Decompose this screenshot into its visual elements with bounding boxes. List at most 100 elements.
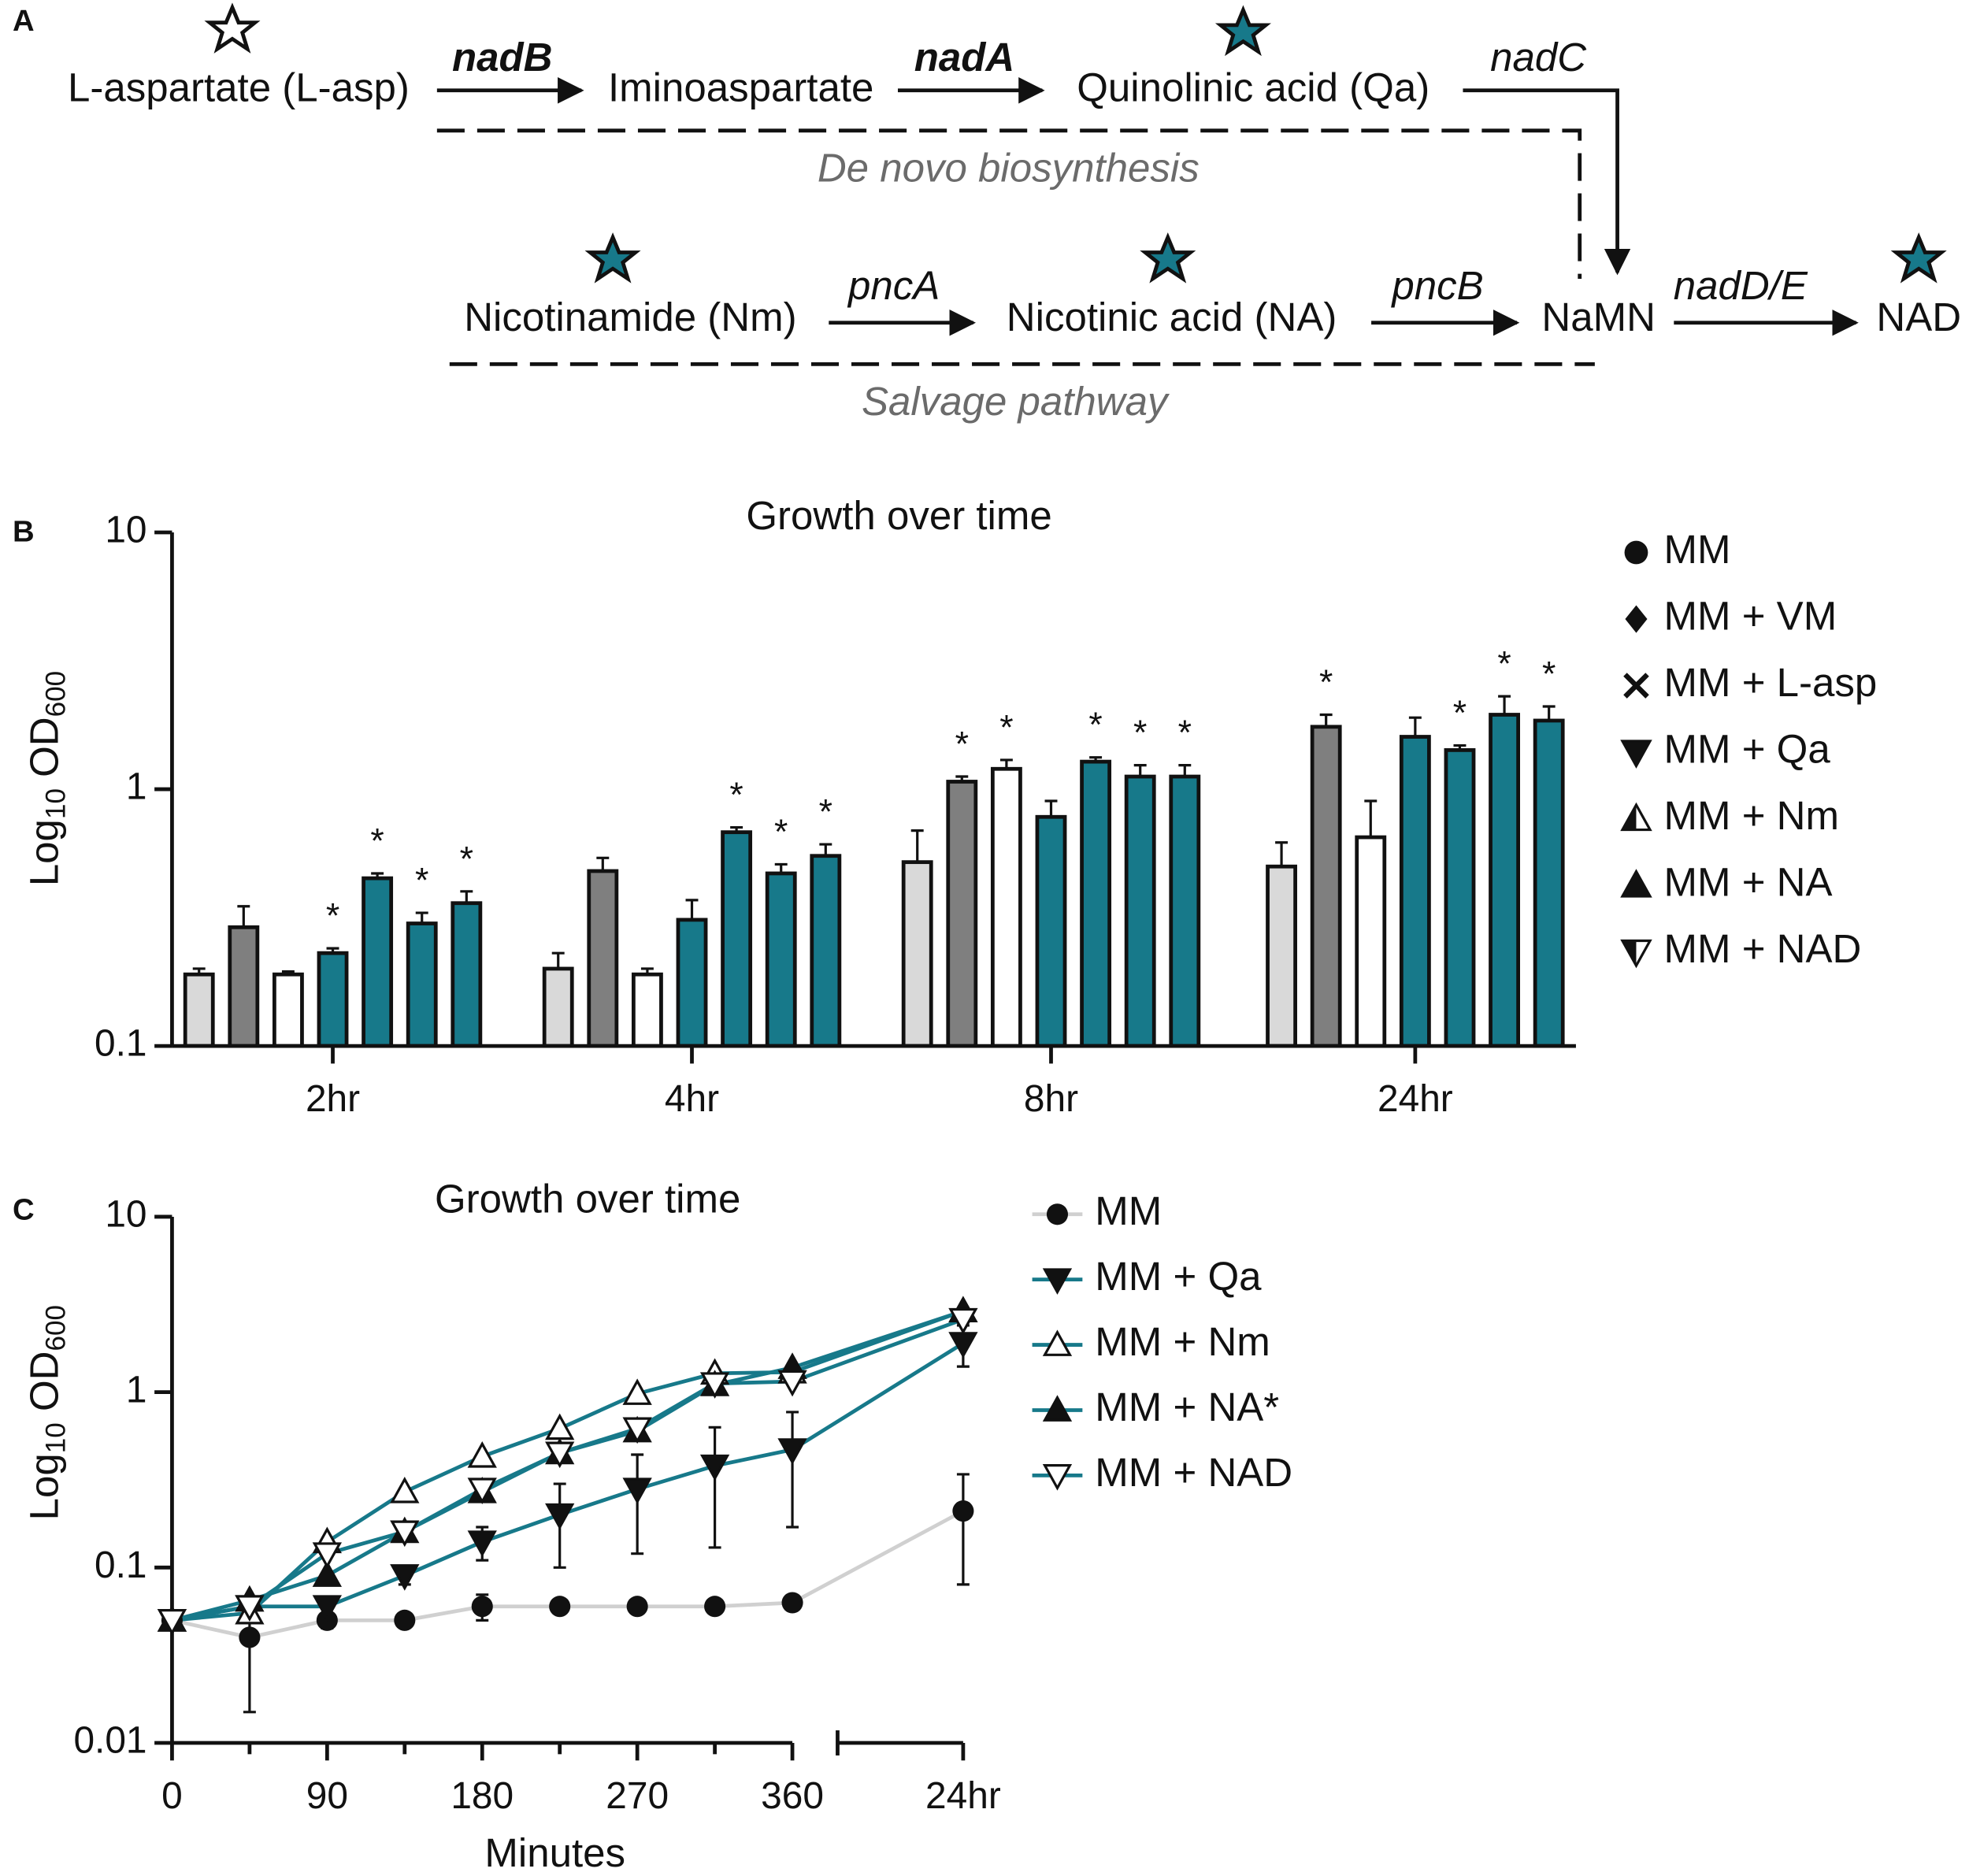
marker-shape	[622, 1417, 652, 1444]
marker-shape	[390, 1477, 420, 1503]
data-point	[312, 1542, 342, 1569]
bar	[676, 918, 708, 1048]
legend-label: MM + VM	[1664, 594, 1837, 639]
error-bar	[551, 951, 565, 969]
dashed-line	[436, 128, 1582, 279]
star-icon	[210, 8, 254, 50]
error-bar	[1275, 841, 1289, 867]
chart-title: Growth over time	[435, 1176, 740, 1221]
node: L-aspartate (L-asp)	[68, 65, 410, 109]
bar	[1124, 774, 1156, 1048]
data-point	[545, 1441, 575, 1469]
significance-label: *	[955, 725, 969, 764]
data-point	[394, 1609, 416, 1631]
bar	[542, 966, 574, 1048]
data-point	[467, 1477, 497, 1504]
legend-marker	[1620, 939, 1652, 969]
marker-shape	[1620, 740, 1652, 769]
error-bar	[1089, 756, 1103, 762]
data-point	[948, 1332, 978, 1359]
data-point	[390, 1564, 420, 1591]
marker-shape	[467, 1441, 497, 1468]
marker-shape	[626, 1596, 648, 1618]
significance-label: *	[1133, 714, 1147, 752]
bar	[631, 972, 663, 1048]
legend-label: MM	[1664, 527, 1731, 572]
y-axis-label-part: 600	[41, 671, 72, 717]
y-tick-label: 10	[105, 510, 146, 551]
significance-label: *	[1453, 694, 1467, 732]
data-point	[239, 1626, 261, 1648]
marker-shape	[1625, 605, 1648, 633]
bar	[765, 871, 797, 1048]
error-bar	[1044, 799, 1058, 818]
bar	[1399, 735, 1431, 1048]
bar	[1266, 864, 1297, 1048]
node: Iminoaspartate	[608, 65, 873, 109]
marker-shape	[1046, 1203, 1069, 1225]
legend-marker	[1620, 802, 1652, 832]
legend-marker	[1620, 869, 1652, 898]
significance-label: *	[326, 897, 339, 936]
enzyme: pncB	[1390, 263, 1483, 308]
legend-label: MM + Qa	[1664, 727, 1831, 772]
error-bar	[596, 856, 610, 871]
marker-shape	[1620, 869, 1652, 898]
legend-label: MM + Nm	[1095, 1319, 1270, 1364]
significance-label: *	[370, 822, 384, 861]
data-point	[467, 1441, 497, 1468]
legend-label: MM + L-asp	[1664, 660, 1878, 705]
error-bar	[237, 905, 250, 928]
data-point	[235, 1595, 265, 1622]
y-tick-label: 1	[126, 766, 147, 808]
error-bar	[1319, 713, 1333, 727]
panel-label: C	[13, 1193, 35, 1227]
data-point	[622, 1477, 652, 1504]
marker-shape	[622, 1477, 652, 1504]
bar	[901, 860, 933, 1048]
legend-label: MM + NAD	[1664, 926, 1862, 971]
marker-shape	[394, 1609, 416, 1631]
error-bar	[999, 758, 1013, 769]
star-icon	[1221, 10, 1266, 52]
significance-label: *	[415, 862, 428, 900]
marker-shape	[312, 1542, 342, 1569]
bar	[990, 766, 1022, 1048]
legend-marker	[1042, 1268, 1073, 1295]
marker-shape	[777, 1438, 807, 1465]
marker-shape	[239, 1626, 261, 1648]
bar	[810, 854, 842, 1048]
legend-label: MM + Nm	[1664, 793, 1839, 838]
bar	[362, 876, 394, 1048]
marker-shape	[699, 1372, 730, 1399]
y-tick-label: 10	[105, 1194, 146, 1236]
bar	[406, 921, 438, 1048]
error-bar	[281, 970, 295, 975]
marker-shape	[467, 1530, 497, 1558]
bar	[1169, 774, 1201, 1048]
error-bar	[910, 829, 924, 862]
legend-marker	[1625, 605, 1648, 633]
bar	[183, 972, 215, 1048]
significance-label: *	[1319, 663, 1333, 702]
legend-label: MM	[1095, 1188, 1162, 1233]
error-bar	[1498, 695, 1511, 715]
x-tick-label: 270	[606, 1775, 669, 1817]
marker-shape	[312, 1595, 342, 1622]
marker-shape	[948, 1307, 978, 1335]
x-tick-label: 24hr	[1378, 1078, 1453, 1120]
data-point	[471, 1596, 493, 1618]
arrow	[1463, 88, 1631, 276]
y-axis-label-part: 10	[41, 1422, 72, 1453]
legend-label: MM + NAD	[1095, 1450, 1292, 1495]
legend-marker	[1046, 1203, 1069, 1225]
y-axis-label-part: OD	[22, 717, 67, 788]
error-bar	[955, 775, 969, 782]
node: NAD	[1876, 295, 1961, 339]
x-tick-label: 360	[761, 1775, 824, 1817]
x-tick-label: 24hr	[925, 1775, 1001, 1817]
x-tick-label: 90	[306, 1775, 348, 1817]
error-bar	[415, 911, 428, 924]
error-bar	[1178, 764, 1192, 777]
y-tick-label: 0.1	[95, 1544, 147, 1586]
